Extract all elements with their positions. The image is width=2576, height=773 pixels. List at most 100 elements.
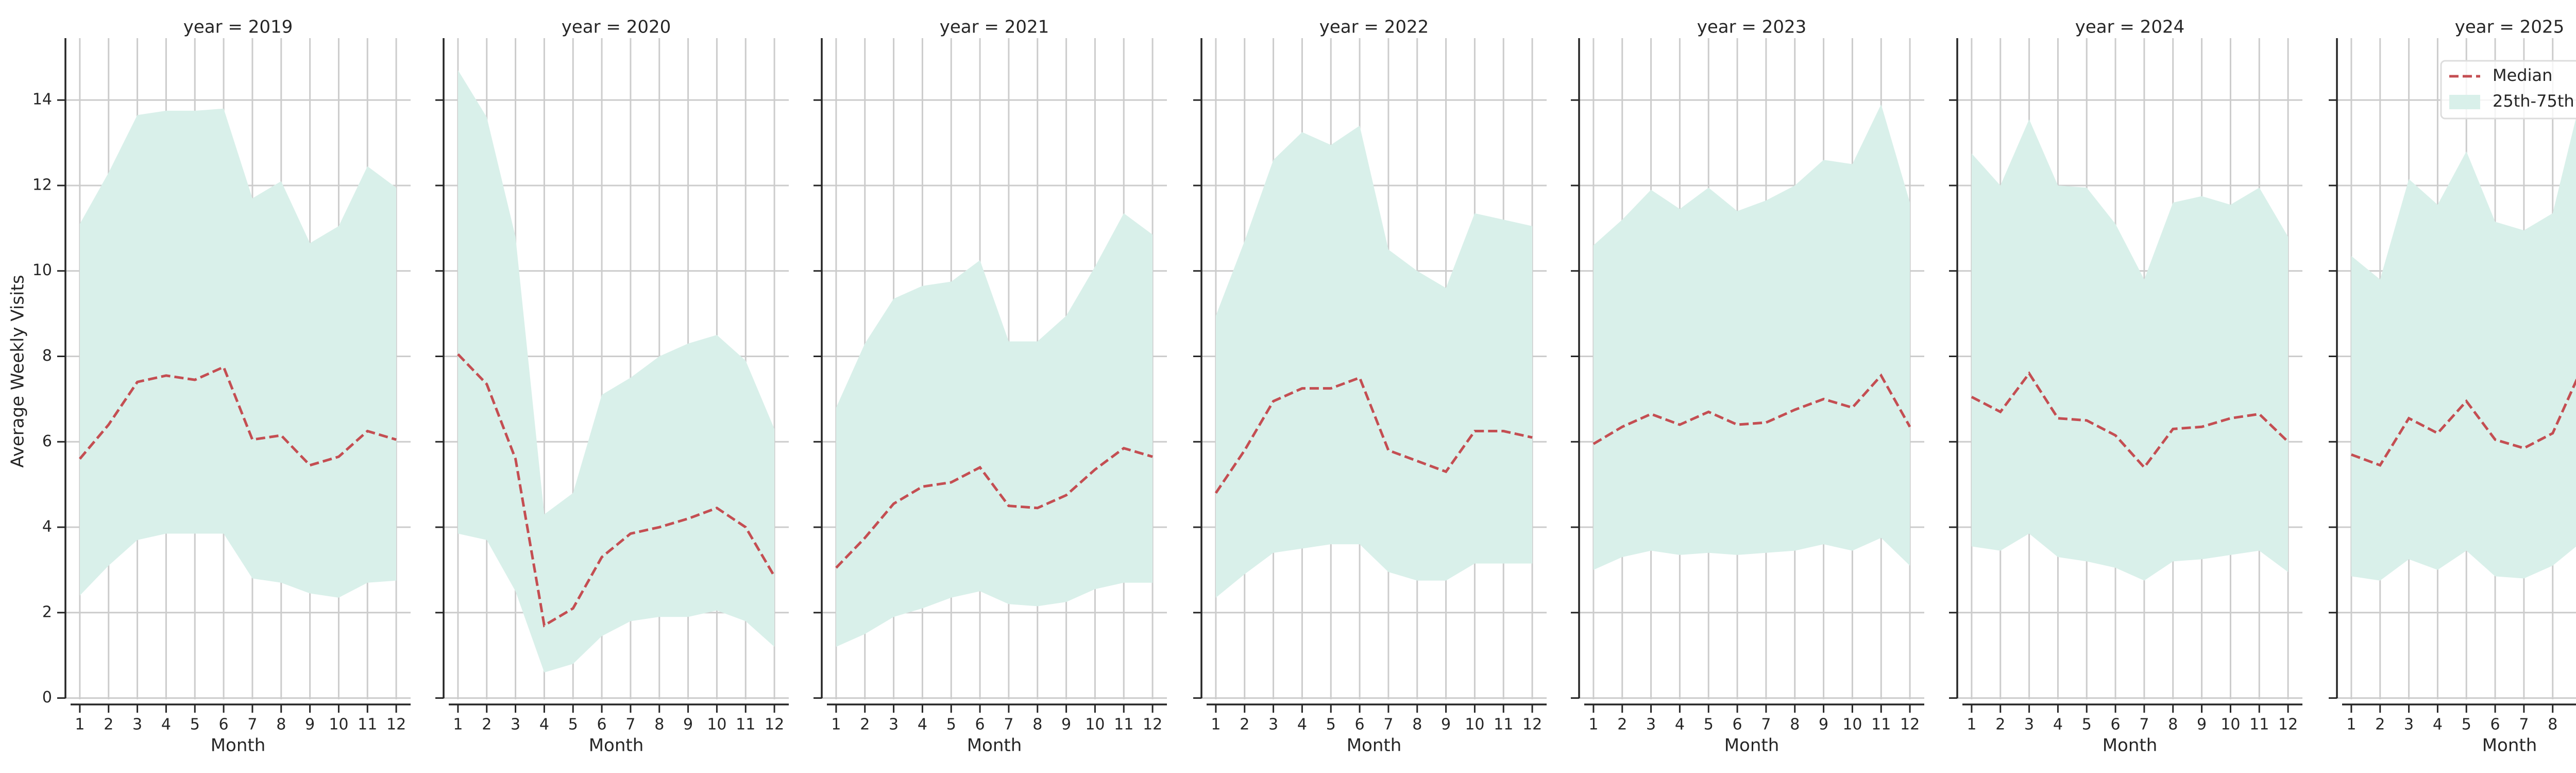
percentile-band [457,70,775,673]
x-tick-label: 5 [568,716,578,734]
x-tick-label: 6 [1733,716,1742,734]
x-tick-label: 10 [1842,716,1862,734]
percentile-band [1593,104,1910,570]
x-tick-label: 5 [1326,716,1336,734]
y-tick-label: 6 [42,432,52,450]
x-tick-label: 12 [765,716,784,734]
x-tick-label: 8 [1032,716,1042,734]
x-tick-label: 10 [329,716,348,734]
y-tick-label: 2 [42,603,52,621]
x-tick-label: 6 [219,716,229,734]
y-tick-label: 0 [42,688,52,707]
x-axis-label: Month [2103,735,2158,756]
x-tick-label: 11 [358,716,377,734]
median-line [835,446,1153,569]
x-tick-label: 1 [75,716,84,734]
median-line [1214,376,1533,494]
x-axis-label: Month [2482,735,2537,756]
panel-title: year = 2022 [1319,17,1429,38]
panel-title: year = 2021 [940,17,1049,38]
y-tick-label: 10 [32,261,52,279]
x-axis-label: Month [211,735,266,756]
x-tick-label: 1 [1967,716,1976,734]
x-tick-label: 4 [2433,716,2443,734]
x-tick-label: 11 [1871,716,1891,734]
legend-label: Median [2493,65,2552,85]
x-tick-label: 12 [1143,716,1162,734]
x-tick-label: 2 [482,716,492,734]
legend-label: 25th-75th Percentile [2493,91,2576,111]
x-tick-label: 3 [889,716,899,734]
x-tick-label: 6 [975,716,985,734]
x-tick-label: 9 [2197,716,2207,734]
x-tick-label: 12 [386,716,406,734]
x-tick-label: 4 [539,716,549,734]
x-tick-label: 10 [2221,716,2240,734]
x-tick-label: 9 [1061,716,1071,734]
x-tick-label: 1 [1211,716,1221,734]
x-tick-label: 6 [597,716,607,734]
x-tick-label: 11 [1114,716,1133,734]
x-tick-label: 10 [1465,716,1484,734]
panel-title: year = 2025 [2455,17,2564,38]
x-tick-label: 7 [1761,716,1771,734]
x-tick-label: 11 [736,716,755,734]
x-tick-label: 9 [683,716,693,734]
x-tick-label: 9 [1441,716,1451,734]
x-axis-label: Month [1347,735,1402,756]
x-tick-label: 2 [860,716,870,734]
x-tick-label: 2 [1240,716,1249,734]
x-tick-label: 5 [190,716,200,734]
x-tick-label: 3 [1646,716,1656,734]
x-tick-label: 4 [2053,716,2063,734]
percentile-band [1215,125,1533,598]
x-tick-label: 7 [1004,716,1013,734]
x-tick-label: 7 [2139,716,2149,734]
x-tick-label: 4 [1675,716,1685,734]
y-tick-label: 14 [32,91,52,109]
x-tick-label: 6 [2111,716,2121,734]
x-tick-label: 6 [1355,716,1365,734]
x-tick-label: 12 [1900,716,1920,734]
percentile-band [836,213,1153,647]
x-tick-label: 7 [2519,716,2529,734]
x-tick-label: 8 [276,716,286,734]
median-line [79,365,397,467]
x-tick-label: 5 [2082,716,2092,734]
x-tick-label: 8 [654,716,664,734]
x-tick-label: 1 [2346,716,2356,734]
median-line [1971,371,2289,469]
x-tick-label: 1 [453,716,463,734]
x-tick-label: 2 [1617,716,1627,734]
median-line [1592,373,1911,445]
x-tick-label: 2 [104,716,113,734]
percentile-band [2351,118,2576,581]
x-axis-label: Month [589,735,644,756]
median-line [2351,378,2576,467]
x-tick-label: 5 [946,716,956,734]
x-tick-label: 3 [2404,716,2414,734]
x-tick-label: 11 [2249,716,2269,734]
legend-swatch [2449,95,2480,109]
x-tick-label: 8 [2548,716,2557,734]
x-tick-label: 3 [511,716,520,734]
percentile-band [79,108,397,598]
y-tick-label: 8 [42,347,52,365]
x-tick-label: 3 [1268,716,1278,734]
x-tick-label: 1 [831,716,841,734]
x-tick-label: 1 [1588,716,1598,734]
x-axis-label: Month [967,735,1022,756]
x-tick-label: 2 [2375,716,2385,734]
panel-title: year = 2023 [1697,17,1806,38]
x-axis-label: Month [1724,735,1780,756]
panel-title: year = 2024 [2075,17,2184,38]
x-tick-label: 9 [305,716,315,734]
x-tick-label: 7 [1383,716,1393,734]
x-tick-label: 9 [1819,716,1828,734]
x-tick-label: 3 [132,716,142,734]
x-tick-label: 4 [1297,716,1307,734]
panel-title: year = 2019 [183,17,293,38]
x-tick-label: 5 [1704,716,1714,734]
x-tick-label: 6 [2490,716,2500,734]
x-tick-label: 4 [918,716,927,734]
